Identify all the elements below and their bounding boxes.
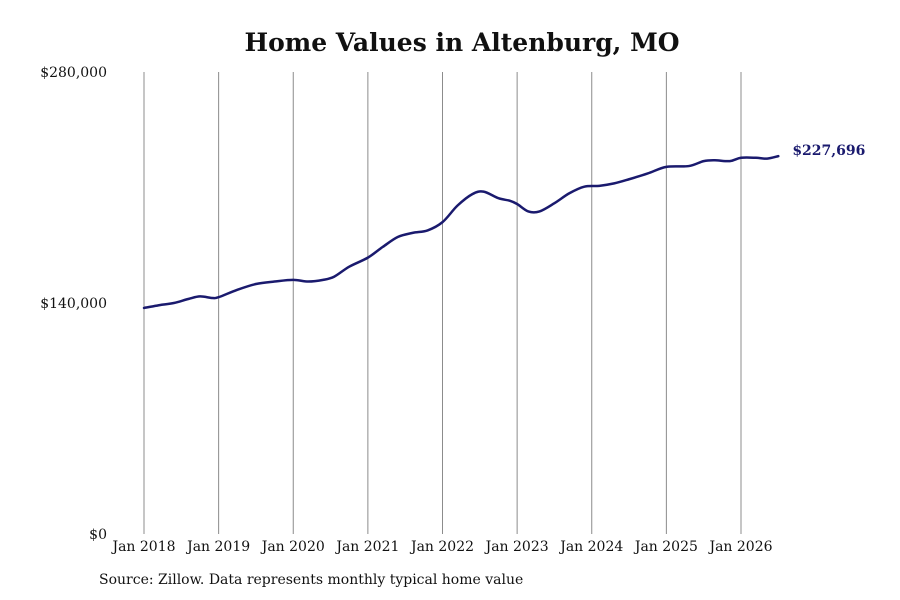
chart-title: Home Values in Altenburg, MO <box>244 28 679 57</box>
x-axis-ticks: Jan 2018 Jan 2019 Jan 2020 Jan 2021 Jan 2022… <box>110 539 772 555</box>
home-value-line <box>142 154 780 310</box>
y-tick-label: $280,000 <box>40 65 107 81</box>
end-value-label: $227,696 <box>792 143 865 159</box>
series-lines <box>142 154 780 310</box>
x-tick-label: Jan 2023 <box>484 539 549 555</box>
x-tick-label: Jan 2025 <box>633 539 698 555</box>
y-tick-label: $0 <box>89 527 107 543</box>
gridlines <box>143 72 742 534</box>
y-tick-label: $140,000 <box>40 296 107 312</box>
x-tick-label: Jan 2018 <box>110 539 175 555</box>
source-note: Source: Zillow. Data represents monthly … <box>99 572 524 588</box>
x-tick-label: Jan 2021 <box>334 539 399 555</box>
y-axis-ticks: $0 $140,000 $280,000 <box>40 65 107 543</box>
x-tick-label: Jan 2022 <box>409 539 474 555</box>
x-tick-label: Jan 2020 <box>260 539 325 555</box>
x-tick-label: Jan 2024 <box>558 539 623 555</box>
x-tick-label: Jan 2026 <box>707 539 772 555</box>
x-tick-label: Jan 2019 <box>185 539 250 555</box>
